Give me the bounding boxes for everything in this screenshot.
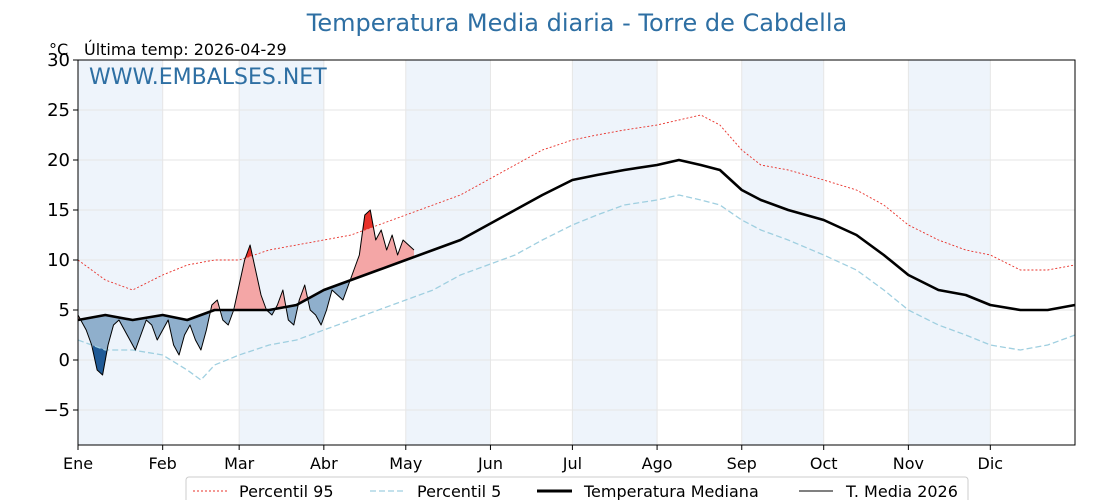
below-median-fill [286,304,298,325]
above-median-fill [276,290,286,309]
below-median-fill [308,280,350,325]
y-tick-label: 30 [47,50,70,71]
y-axis: −5 0 5 10 15 20 25 30 [43,50,78,421]
chart-title: Temperatura Media diaria - Torre de Cabd… [306,9,847,37]
month-shade-nov [908,60,991,445]
last-temp-label: Última temp: 2026-04-29 [84,40,287,59]
above-median-fill [235,245,266,310]
legend-box [185,476,969,500]
y-tick-label: 0 [59,350,70,371]
y-tick-label: 15 [47,200,70,221]
legend-median-label: Temperatura Mediana [583,482,759,500]
series-percentil-95 [77,114,1076,291]
above-p95-fill [245,245,252,258]
x-axis: Ene Feb Mar Abr May Jun Jul Ago Sep Oct Nov Dic [63,445,1003,473]
above-median-fill [210,300,219,312]
x-tick-label-feb: Feb [149,454,177,473]
y-tick-label: −5 [43,400,70,421]
series-lines [77,114,1076,381]
month-shade-ene [78,60,163,445]
month-shade-jul [572,60,658,445]
unit-label: °C [49,40,68,59]
y-tick-label: 25 [47,100,70,121]
x-tick-label-ago: Ago [642,454,673,473]
below-median-fill [80,312,210,375]
x-tick-label-ene: Ene [63,454,93,473]
y-tick-label: 5 [59,300,70,321]
x-tick-label-nov: Nov [893,454,924,473]
above-p95-fill [363,210,374,231]
legend-p5-label: Percentil 5 [417,482,501,500]
month-shade-mar [239,60,324,445]
below-p5-fill [93,345,107,375]
x-tick-label-sep: Sep [727,454,757,473]
series-temperatura-mediana [77,158,1076,322]
y-tick-label: 20 [47,150,70,171]
month-shading [78,60,991,445]
x-tick-label-abr: Abr [310,454,338,473]
x-tick-label-mar: Mar [224,454,255,473]
series-t-media-2026 [77,209,415,376]
y-tick-label: 10 [47,250,70,271]
x-tick-label-jun: Jun [477,454,503,473]
x-tick-label-may: May [389,454,422,473]
x-tick-label-jul: Jul [562,454,582,473]
month-shade-sep [741,60,824,445]
anomaly-fills [78,210,414,375]
month-shade-may [405,60,491,445]
legend-p95-label: Percentil 95 [239,482,334,500]
watermark: WWW.EMBALSES.NET [89,65,327,90]
x-tick-label-dic: Dic [978,454,1004,473]
legend-current-label: T. Media 2026 [845,482,958,500]
plot-area: WWW.EMBALSES.NET [77,59,1076,446]
x-tick-label-oct: Oct [810,454,838,473]
legend: Percentil 95 Percentil 5 Temperatura Med… [185,476,969,500]
plot-frame [77,59,1076,446]
